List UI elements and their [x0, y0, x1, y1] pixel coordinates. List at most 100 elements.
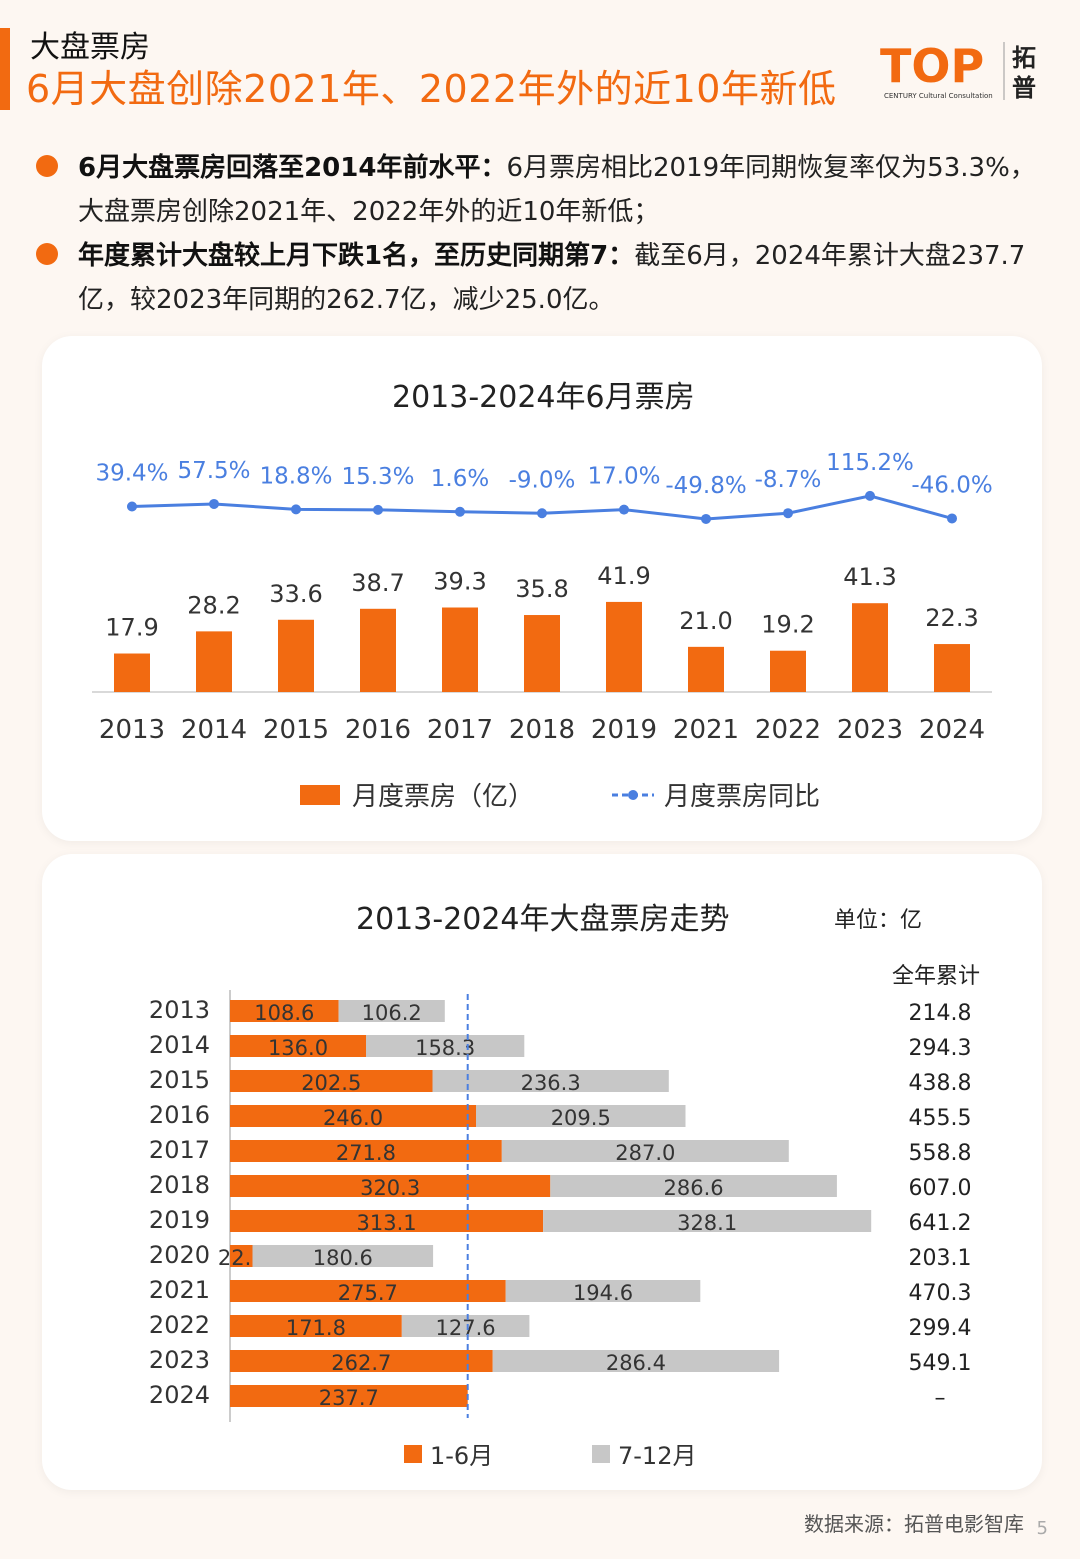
- total-2023: 549.1: [909, 1351, 972, 1376]
- yoy-point-2019: [619, 504, 629, 515]
- bar-2015: [278, 619, 314, 692]
- bullet-item: 年度累计大盘较上月下跌1名，至历史同期第7：截至6月，2024年累计大盘237.…: [34, 234, 1054, 322]
- chart-title-trend: 2013-2024年大盘票房走势: [356, 902, 730, 937]
- bar-h1-2014: [230, 1035, 366, 1057]
- bar-label-2018: 35.8: [515, 575, 568, 603]
- header-kicker: 大盘票房: [30, 30, 150, 65]
- bar-h1-label-2023: 262.7: [331, 1351, 391, 1375]
- bar-h2-2023: [492, 1350, 780, 1372]
- x-tick-2024: 2024: [919, 715, 985, 745]
- yoy-label-2022: -8.7%: [755, 467, 822, 493]
- bar-h2-2019: [543, 1210, 872, 1232]
- y-tick-2023: 2023: [149, 1346, 210, 1374]
- total-2022: 299.4: [909, 1316, 972, 1341]
- bullet-dot: [36, 243, 58, 265]
- total-2019: 641.2: [909, 1211, 972, 1236]
- legend-line: 月度票房同比: [610, 776, 820, 813]
- bar-h2-label-2019: 328.1: [677, 1211, 737, 1235]
- yoy-label-2013: 39.4%: [95, 460, 168, 486]
- legend-h1-swatch: [404, 1444, 422, 1463]
- bar-label-2023: 41.3: [843, 563, 896, 591]
- logo-sub: CENTURY Cultural Consultation: [884, 92, 993, 100]
- bullet-text: 6月票房相比2019年同期恢复率仅为53.3%，大盘票房创除2021年、2022…: [78, 153, 1036, 227]
- bar-2017: [442, 607, 478, 692]
- yoy-point-2016: [373, 504, 383, 515]
- logo-text: TOP: [880, 39, 984, 93]
- legend-h1: 1-6月: [404, 1436, 493, 1471]
- page-number: 5: [1036, 1518, 1048, 1539]
- legend-bar: 月度票房（亿）: [300, 776, 534, 813]
- y-tick-2020: 2020: [149, 1241, 210, 1269]
- legend-h2-swatch: [592, 1444, 610, 1463]
- bar-h2-2022: [401, 1315, 530, 1337]
- bar-h1-2022: [230, 1315, 402, 1337]
- x-tick-2019: 2019: [591, 715, 657, 745]
- unit-label: 单位：亿: [834, 908, 923, 933]
- y-tick-2021: 2021: [149, 1276, 210, 1304]
- bar-2024: [934, 644, 970, 692]
- bar-label-2022: 19.2: [761, 611, 814, 639]
- logo-brand-2: 普: [1012, 74, 1036, 102]
- total-2016: 455.5: [909, 1106, 972, 1131]
- y-tick-2014: 2014: [149, 1031, 210, 1059]
- bar-h1-label-2015: 202.5: [301, 1071, 361, 1095]
- bar-2023: [852, 603, 888, 692]
- top-logo: TOP CENTURY Cultural Consultation 拓 普: [880, 39, 1036, 102]
- legend-line-label: 月度票房同比: [664, 782, 821, 812]
- bar-h1-2018: [230, 1175, 551, 1197]
- bar-h1-label-2022: 171.8: [286, 1316, 346, 1340]
- total-2014: 294.3: [909, 1036, 972, 1061]
- bar-h1-label-2016: 246.0: [323, 1106, 383, 1130]
- yoy-label-2021: -49.8%: [665, 473, 746, 499]
- yoy-point-2021: [701, 513, 711, 524]
- bar-2022: [770, 650, 806, 692]
- bar-h2-2017: [501, 1140, 789, 1162]
- bar-h2-2014: [366, 1035, 525, 1057]
- bar-2021: [688, 646, 724, 692]
- bar-h2-2016: [476, 1105, 686, 1127]
- bar-h1-label-2021: 275.7: [338, 1281, 398, 1305]
- total-header: 全年累计: [892, 964, 981, 989]
- total-2013: 214.8: [909, 1001, 972, 1026]
- bar-label-2015: 33.6: [269, 580, 322, 608]
- yoy-label-2014: 57.5%: [177, 458, 250, 484]
- legend-h2-label: 7-12月: [618, 1442, 697, 1470]
- yoy-point-2023: [865, 490, 875, 501]
- y-tick-2015: 2015: [149, 1066, 210, 1094]
- yoy-point-2018: [537, 508, 547, 519]
- x-tick-2021: 2021: [673, 715, 739, 745]
- x-tick-2015: 2015: [263, 715, 329, 745]
- bar-h1-2016: [230, 1105, 476, 1127]
- bar-h2-2020: [252, 1245, 434, 1267]
- bullet-bold: 6月大盘票房回落至2014年前水平：: [78, 153, 507, 183]
- x-tick-2016: 2016: [345, 715, 411, 745]
- bar-h1-label-2017: 271.8: [336, 1141, 396, 1165]
- bar-h1-2024: [230, 1385, 468, 1407]
- total-2018: 607.0: [909, 1176, 972, 1201]
- yoy-point-2013: [127, 501, 137, 512]
- bullet-item: 6月大盘票房回落至2014年前水平：6月票房相比2019年同期恢复率仅为53.3…: [34, 146, 1054, 234]
- yoy-label-2017: 1.6%: [431, 466, 489, 492]
- yoy-label-2018: -9.0%: [509, 467, 576, 493]
- x-tick-2022: 2022: [755, 715, 821, 745]
- bar-label-2019: 41.9: [597, 562, 650, 590]
- bar-label-2021: 21.0: [679, 607, 732, 635]
- bar-h1-2021: [230, 1280, 506, 1302]
- bar-2018: [524, 615, 560, 692]
- bar-h2-label-2023: 286.4: [606, 1351, 666, 1375]
- bar-h2-2015: [432, 1070, 669, 1092]
- bar-h2-label-2016: 209.5: [551, 1106, 611, 1130]
- yoy-point-2015: [291, 504, 301, 515]
- data-source: 数据来源：拓普电影智库: [804, 1512, 1024, 1536]
- bar-2014: [196, 631, 232, 692]
- bar-h1-2017: [230, 1140, 502, 1162]
- bar-h2-label-2022: 127.6: [436, 1316, 496, 1340]
- x-tick-2014: 2014: [181, 715, 247, 745]
- yoy-label-2019: 17.0%: [587, 464, 660, 490]
- y-tick-2017: 2017: [149, 1136, 210, 1164]
- bar-h1-2015: [230, 1070, 433, 1092]
- header-accent-bar: [0, 28, 10, 110]
- x-tick-2017: 2017: [427, 715, 493, 745]
- bar-h1-label-2013: 108.6: [254, 1001, 314, 1025]
- total-2020: 203.1: [909, 1246, 972, 1271]
